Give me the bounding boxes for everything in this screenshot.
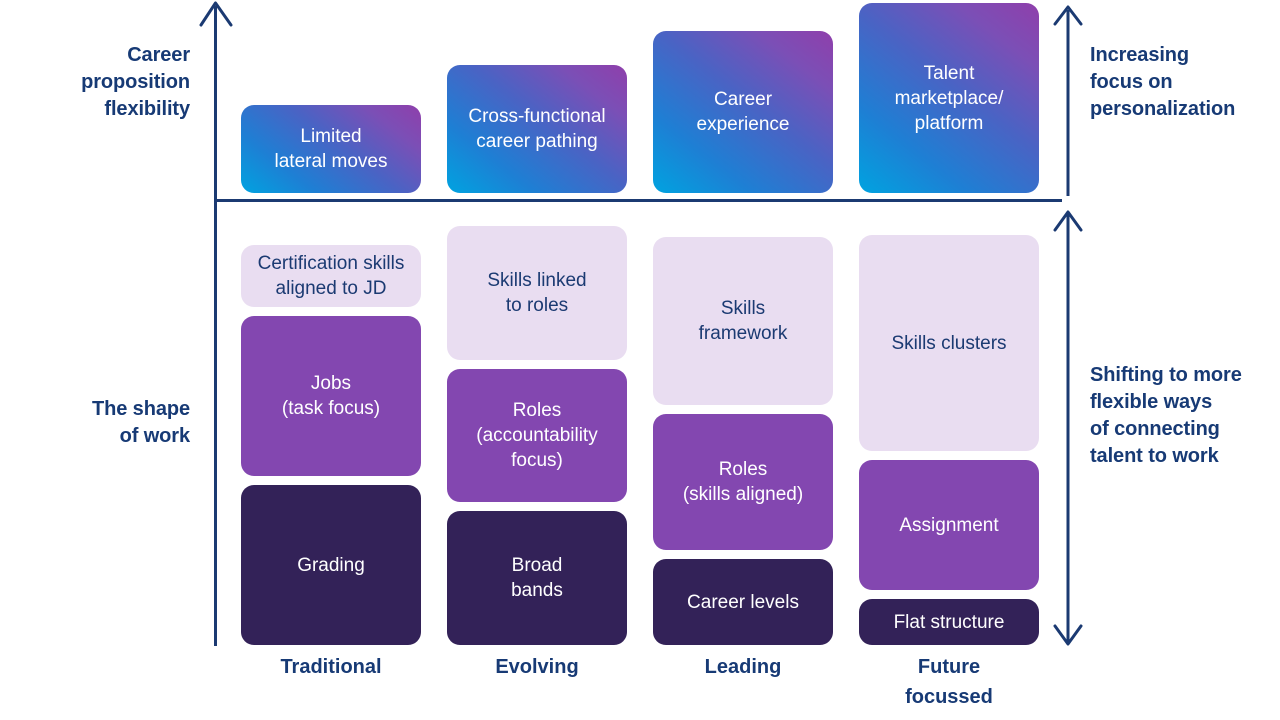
card-career-proposition[interactable]: Limited lateral moves	[241, 105, 421, 193]
axis-label-line: of work	[119, 425, 191, 447]
career-proposition-region: Talent marketplace/platform	[859, 0, 1039, 193]
card-shape-of-work[interactable]: Assignment	[859, 460, 1039, 590]
shape-of-work-stack: Skills linked to roles Roles (accountabili…	[447, 226, 627, 645]
vertical-axis-arrowhead-icon	[199, 1, 233, 27]
annotation-line: of connecting	[1090, 418, 1220, 440]
career-proposition-stack: Cross-functional career pathing	[447, 65, 627, 193]
annotation-line: flexible ways	[1090, 391, 1213, 413]
axis-label-line: flexibility	[104, 98, 190, 120]
card-shape-of-work[interactable]: Skills clusters	[859, 235, 1039, 451]
card-shape-of-work[interactable]: Grading	[241, 485, 421, 645]
axis-label-career-proposition-flexibility: Career proposition flexibility	[10, 42, 190, 123]
card-shape-of-work[interactable]: Roles (accountability focus)	[447, 369, 627, 502]
card-shape-of-work[interactable]: Skills linked to roles	[447, 226, 627, 360]
axis-label-line: Career	[127, 44, 190, 66]
increasing-focus-arrow-icon	[1053, 5, 1083, 196]
card-shape-of-work[interactable]: Skills framework	[653, 237, 833, 405]
annotation-shifting-to-more-flexible-ways: Shifting to more flexible ways of connec…	[1090, 362, 1280, 470]
card-shape-of-work[interactable]: Roles (skills aligned)	[653, 414, 833, 550]
career-proposition-stack: Career experience	[653, 31, 833, 193]
annotation-line: Shifting to more	[1090, 364, 1242, 386]
shape-of-work-region: Certification skills aligned to JD Jobs (t…	[241, 206, 421, 645]
shape-of-work-stack: Skills clusters Assignment Flat structur…	[859, 235, 1039, 645]
annotation-line: focus on	[1090, 71, 1173, 93]
column-label-leading: Leading	[704, 656, 782, 678]
column-label-evolving: Evolving	[495, 656, 579, 678]
annotation-line: Increasing	[1090, 44, 1190, 66]
column-label-future-focussed: Future focussed	[905, 656, 993, 708]
shape-of-work-stack: Skills framework Roles (skills aligned) Ca…	[653, 237, 833, 645]
career-proposition-stack: Talent marketplace/platform	[859, 3, 1039, 193]
shape-of-work-region: Skills linked to roles Roles (accountabili…	[447, 206, 627, 645]
card-shape-of-work[interactable]: Flat structure	[859, 599, 1039, 645]
shape-of-work-region: Skills framework Roles (skills aligned) Ca…	[653, 206, 833, 645]
axis-label-the-shape-of-work: The shape of work	[10, 396, 190, 450]
annotation-increasing-focus-on-personalization: Increasing focus on personalization	[1090, 42, 1280, 123]
career-proposition-region: Cross-functional career pathing	[447, 0, 627, 193]
vertical-axis-line	[214, 6, 217, 646]
axis-label-line: proposition	[81, 71, 190, 93]
annotation-line: personalization	[1090, 98, 1236, 120]
card-career-proposition[interactable]: Cross-functional career pathing	[447, 65, 627, 193]
card-shape-of-work[interactable]: Career levels	[653, 559, 833, 645]
career-proposition-region: Limited lateral moves	[241, 0, 421, 193]
horizontal-divider-line	[214, 199, 1062, 202]
career-proposition-region: Career experience	[653, 0, 833, 193]
card-career-proposition[interactable]: Talent marketplace/platform	[859, 3, 1039, 193]
card-career-proposition[interactable]: Career experience	[653, 31, 833, 193]
shape-of-work-region: Skills clusters Assignment Flat structur…	[859, 206, 1039, 645]
shifting-double-arrow-icon	[1053, 210, 1083, 646]
axis-label-line: The shape	[91, 398, 190, 420]
column-label-traditional: Traditional	[280, 656, 382, 678]
card-shape-of-work[interactable]: Jobs (task focus)	[241, 316, 421, 476]
career-proposition-stack: Limited lateral moves	[241, 105, 421, 193]
annotation-line: talent to work	[1090, 445, 1219, 467]
card-shape-of-work[interactable]: Broad bands	[447, 511, 627, 645]
shape-of-work-stack: Certification skills aligned to JD Jobs (t…	[241, 245, 421, 645]
card-shape-of-work[interactable]: Certification skills aligned to JD	[241, 245, 421, 307]
